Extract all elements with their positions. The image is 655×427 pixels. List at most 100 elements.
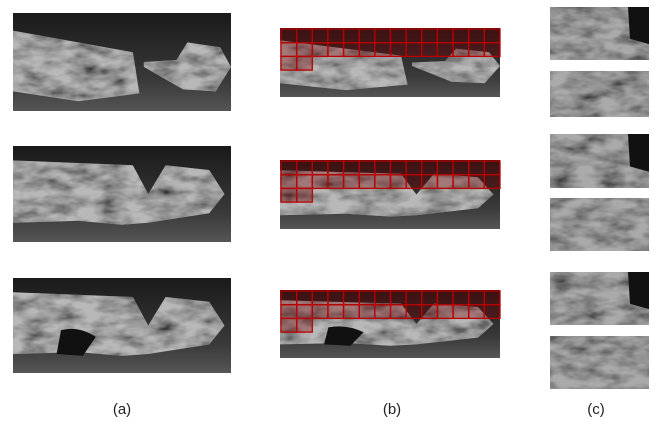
patch	[453, 175, 469, 189]
specimen-image	[13, 278, 231, 373]
patch	[484, 43, 500, 57]
patch-image	[550, 7, 649, 60]
patch-fill	[550, 336, 649, 389]
patch	[281, 188, 297, 202]
void	[628, 272, 649, 309]
patch	[406, 29, 422, 43]
panel-label: (c)	[587, 401, 605, 418]
patch	[359, 305, 375, 319]
patch	[391, 29, 407, 43]
patch	[391, 161, 407, 175]
patch	[359, 175, 375, 189]
patch	[469, 161, 485, 175]
patch	[344, 305, 360, 319]
patch	[453, 161, 469, 175]
specimen-image	[13, 13, 231, 111]
patch	[422, 291, 438, 305]
patch	[281, 43, 297, 57]
patch	[344, 161, 360, 175]
patch	[391, 175, 407, 189]
patch	[422, 43, 438, 57]
patch	[281, 29, 297, 43]
patch	[422, 161, 438, 175]
panel-label: (b)	[383, 401, 401, 418]
patch	[281, 161, 297, 175]
patch	[344, 29, 360, 43]
patch	[359, 291, 375, 305]
patch	[281, 291, 297, 305]
patch-image	[550, 71, 649, 117]
patch	[484, 305, 500, 319]
patch	[297, 175, 313, 189]
patch	[453, 29, 469, 43]
patch-image	[550, 198, 649, 251]
patch	[281, 305, 297, 319]
patch	[312, 161, 328, 175]
patch	[437, 43, 453, 57]
patch	[328, 291, 344, 305]
patch	[375, 43, 391, 57]
patch	[344, 175, 360, 189]
specimen-image	[13, 146, 231, 242]
patch	[297, 29, 313, 43]
patch	[312, 305, 328, 319]
patch	[437, 305, 453, 319]
patch	[469, 305, 485, 319]
patch	[453, 43, 469, 57]
patch	[375, 29, 391, 43]
patch	[312, 175, 328, 189]
patch-fill	[550, 198, 649, 251]
patch	[328, 175, 344, 189]
specimen	[13, 160, 225, 224]
patch	[453, 291, 469, 305]
patch	[297, 318, 313, 332]
patch	[297, 56, 313, 70]
patch	[297, 291, 313, 305]
patch	[375, 161, 391, 175]
patch-fill	[550, 71, 649, 117]
patch	[375, 305, 391, 319]
patch	[359, 43, 375, 57]
patch	[469, 175, 485, 189]
patch	[344, 43, 360, 57]
patch	[297, 43, 313, 57]
patch	[484, 291, 500, 305]
patch	[406, 291, 422, 305]
patch	[328, 161, 344, 175]
patch	[297, 305, 313, 319]
patch	[437, 175, 453, 189]
panel-label: (a)	[113, 401, 131, 418]
panels	[13, 7, 649, 389]
patch	[484, 175, 500, 189]
patch	[281, 56, 297, 70]
patch	[312, 291, 328, 305]
patch	[422, 29, 438, 43]
patch	[406, 305, 422, 319]
patch	[297, 188, 313, 202]
patch	[391, 305, 407, 319]
patch	[297, 161, 313, 175]
patch	[406, 175, 422, 189]
patch	[406, 43, 422, 57]
patch	[391, 291, 407, 305]
figure: (a) (b) (c)	[0, 0, 655, 422]
patch	[453, 305, 469, 319]
patch	[281, 175, 297, 189]
patch	[484, 29, 500, 43]
patch	[437, 291, 453, 305]
patch	[328, 29, 344, 43]
patch	[359, 29, 375, 43]
patch	[375, 175, 391, 189]
patch	[328, 305, 344, 319]
void	[628, 7, 649, 44]
patch	[422, 175, 438, 189]
patch	[328, 43, 344, 57]
patch-image	[550, 134, 649, 188]
patch	[422, 305, 438, 319]
patch	[312, 29, 328, 43]
patch	[469, 291, 485, 305]
specimen	[13, 292, 225, 356]
patch	[437, 29, 453, 43]
void	[628, 134, 649, 172]
patch-image	[550, 336, 649, 389]
